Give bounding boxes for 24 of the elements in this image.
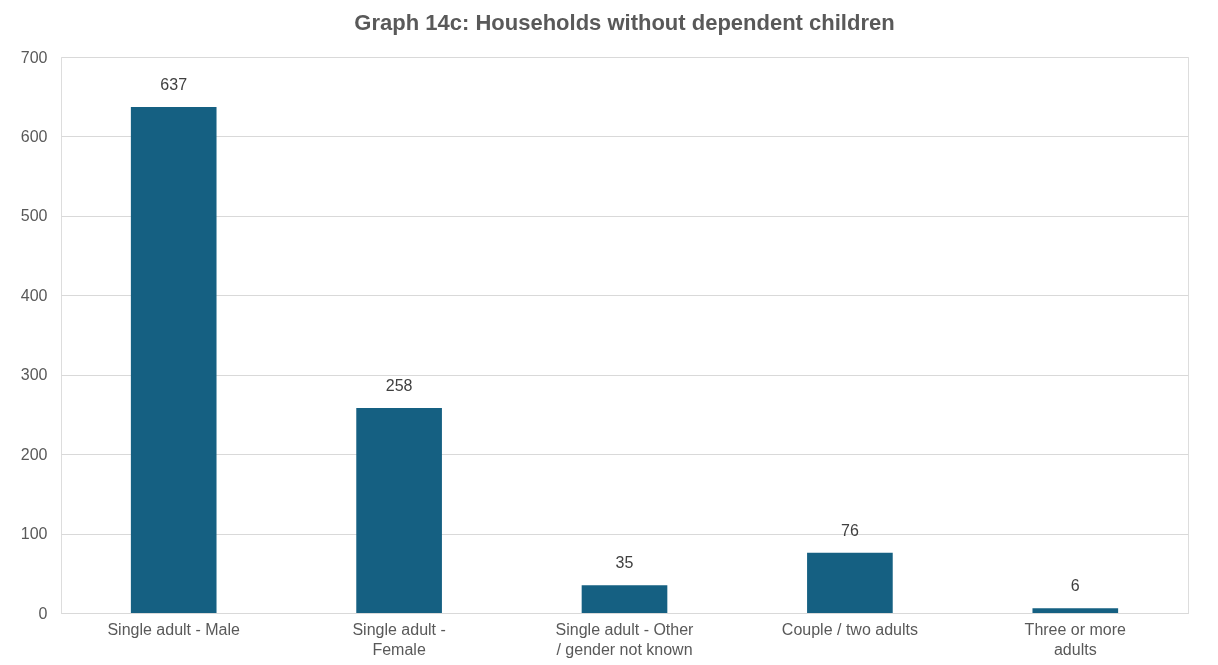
y-tick-label: 200 <box>20 445 48 463</box>
y-tick-label: 300 <box>20 366 48 384</box>
y-tick-label: 700 <box>20 48 48 66</box>
y-tick-label: 0 <box>38 604 48 622</box>
x-tick-label: Three or more adults <box>1024 620 1127 658</box>
data-label: 637 <box>160 76 188 94</box>
y-tick-label: 500 <box>20 207 48 225</box>
bar <box>130 107 217 613</box>
data-label: 6 <box>1070 577 1080 595</box>
y-tick-label: 100 <box>20 525 48 543</box>
data-label: 258 <box>385 377 413 395</box>
y-tick-label: 400 <box>20 286 48 304</box>
y-tick-label: 600 <box>20 127 48 145</box>
x-tick-label: Single adult - Other / gender not known <box>555 620 695 658</box>
chart-title: Graph 14c: Households without dependent children <box>354 10 895 35</box>
bar <box>581 585 668 613</box>
data-label: 35 <box>615 554 634 572</box>
bar <box>807 552 893 613</box>
bar <box>1032 608 1119 613</box>
x-tick-label: Single adult - Female <box>352 620 446 658</box>
bar <box>356 408 442 613</box>
data-label: 76 <box>841 521 859 539</box>
x-tick-label: Couple / two adults <box>781 620 918 638</box>
x-tick-label: Single adult - Male <box>107 620 241 638</box>
